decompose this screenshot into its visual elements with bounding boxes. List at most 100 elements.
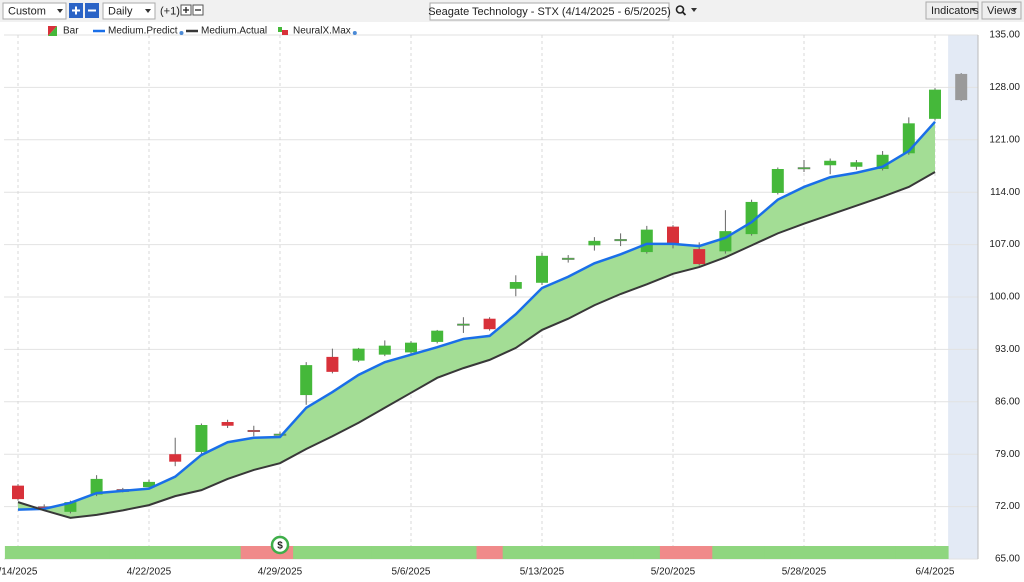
symbol-text: Seagate Technology - STX (4/14/2025 - 6/… (428, 6, 671, 18)
x-tick-label: 5/20/2025 (651, 567, 696, 578)
indicators-button[interactable] (925, 1, 979, 20)
views-button[interactable] (981, 1, 1022, 20)
y-tick-label: 65.00 (995, 554, 1020, 565)
dropdown-arrow (145, 9, 151, 13)
y-tick-label: 100.00 (989, 292, 1020, 303)
search-icon[interactable] (675, 5, 685, 14)
y-tick-label: 93.00 (995, 344, 1020, 355)
offset-text: (+1) (160, 5, 180, 17)
legend-label: NeuralX.Max (293, 26, 351, 37)
candle-body (536, 255, 548, 283)
candle-body (90, 478, 103, 495)
signal-cell (659, 546, 687, 559)
candle-body (247, 429, 261, 432)
candle-body (300, 365, 313, 396)
signal-cell (162, 546, 189, 559)
signal-cell (135, 546, 163, 559)
candle-body (824, 160, 837, 166)
signal-cell (502, 546, 530, 559)
candle-body (352, 348, 365, 361)
plot: 65.00 72.00 79.00 86.00 93.00 100.00 107.00 114… (0, 26, 1020, 578)
x-tick-label: 5/6/2025 (392, 567, 431, 578)
candle-body (431, 330, 444, 342)
signal-cell (83, 546, 111, 559)
signal-cell (450, 546, 477, 559)
legend-label: Medium.Predict (108, 26, 178, 37)
symbol-box[interactable] (429, 2, 670, 21)
x-tick-label: 6/4/2025 (916, 567, 955, 578)
candle-body (64, 502, 77, 512)
y-tick-label: 128.00 (989, 82, 1020, 93)
signal-cell (31, 546, 58, 559)
signal-cell (109, 546, 137, 559)
candle-body (667, 226, 679, 244)
legend-dot (179, 31, 184, 35)
signal-cell (528, 546, 556, 559)
candle-body (326, 356, 339, 372)
candle-body (640, 229, 653, 253)
candle-body (561, 257, 575, 260)
signal-marker-label: $ (277, 541, 283, 552)
signal-cell (843, 546, 870, 559)
y-tick-label: 114.00 (990, 187, 1020, 198)
y-tick-label: 72.00 (995, 501, 1020, 512)
x-tick-label: 5/28/2025 (782, 567, 827, 578)
y-tick-label: 121.00 (989, 134, 1020, 145)
signal-cell (188, 546, 215, 559)
signal-marker (270, 535, 290, 555)
y-tick-label: 135.00 (989, 30, 1020, 41)
indicators-text: Indicators (931, 5, 979, 17)
legend-label: Bar (63, 26, 79, 37)
candle-body (378, 345, 391, 355)
dropdown-arrow (1012, 8, 1017, 12)
signal-cell (764, 546, 792, 559)
candle-body (483, 318, 496, 330)
candle-body (221, 422, 234, 426)
signal-cell (293, 546, 320, 559)
dropdown-arrow (57, 9, 63, 13)
range-dropdown[interactable] (2, 2, 67, 20)
legend-swatch (278, 27, 282, 32)
interval-dropdown[interactable] (102, 2, 156, 20)
candle-body (955, 73, 968, 101)
candle-body (169, 454, 182, 462)
x-tick-label: 4/29/2025 (258, 567, 303, 578)
dropdown-arrow (971, 8, 976, 12)
legend-swatch (48, 26, 57, 36)
candle-body (195, 425, 208, 452)
signal-cell (817, 546, 844, 559)
y-tick-label: 107.00 (989, 239, 1020, 250)
candle-body (509, 282, 522, 289)
plus-icon (183, 7, 189, 13)
y-tick-label: 79.00 (995, 449, 1020, 460)
interval-text: Daily (108, 5, 133, 17)
y-tick-label: 86.00 (995, 396, 1020, 407)
signal-cell (686, 546, 713, 559)
signal-cell (895, 546, 923, 559)
signal-cell (319, 546, 346, 559)
signal-cell (476, 546, 504, 559)
candle-body (457, 323, 470, 326)
signal-cell (424, 546, 451, 559)
signal-cell (214, 546, 242, 559)
band-area (18, 121, 935, 518)
range-text: Custom (8, 5, 46, 17)
signal-cell (790, 546, 818, 559)
candle-body (929, 89, 941, 119)
signal-cell (921, 546, 949, 559)
x-tick-label: 4/22/2025 (127, 567, 172, 578)
legend-swatch (282, 30, 288, 35)
signal-cell (581, 546, 608, 559)
candle-body (745, 201, 758, 235)
signal-cell (633, 546, 661, 559)
signal-cell (345, 546, 373, 559)
legend-dot (352, 31, 357, 35)
x-tick-label: /14/2025 (0, 567, 38, 578)
signal-cell (4, 546, 32, 559)
candle-body (797, 167, 811, 170)
signal-cell (240, 546, 268, 559)
signal-cell (57, 546, 84, 559)
candle-body (693, 249, 706, 265)
